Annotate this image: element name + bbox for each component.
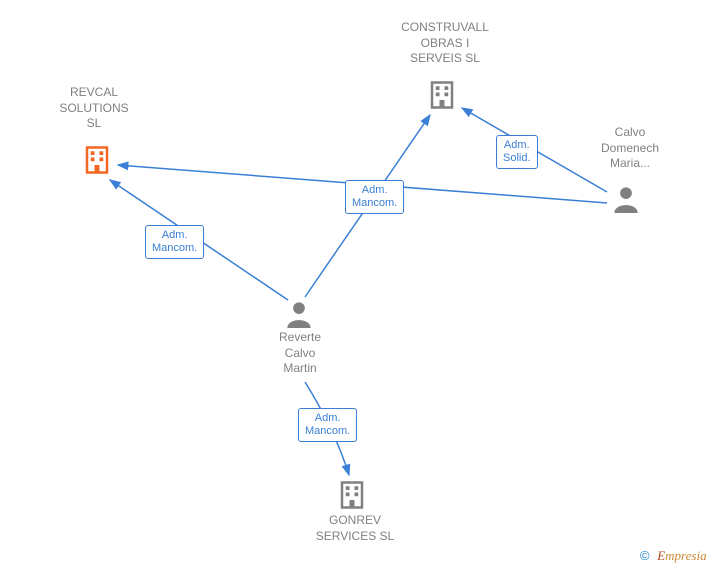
building-icon[interactable] [337, 480, 367, 515]
node-label[interactable]: Calvo Domenech Maria... [585, 125, 675, 172]
building-icon[interactable] [427, 80, 457, 115]
edge-label: Adm. Mancom. [345, 180, 404, 214]
node-label[interactable]: GONREV SERVICES SL [300, 513, 410, 544]
watermark: © Empresia [640, 548, 707, 564]
person-icon[interactable] [612, 185, 640, 218]
building-icon[interactable] [82, 145, 112, 180]
node-label[interactable]: Reverte Calvo Martin [265, 330, 335, 377]
node-label[interactable]: CONSTRUVALL OBRAS I SERVEIS SL [375, 20, 515, 67]
copyright-symbol: © [640, 548, 650, 563]
watermark-brand: Empresia [657, 548, 706, 563]
person-icon[interactable] [285, 300, 313, 333]
edge-label: Adm. Solid. [496, 135, 538, 169]
edge-label: Adm. Mancom. [145, 225, 204, 259]
node-label[interactable]: REVCAL SOLUTIONS SL [44, 85, 144, 132]
edge-label: Adm. Mancom. [298, 408, 357, 442]
